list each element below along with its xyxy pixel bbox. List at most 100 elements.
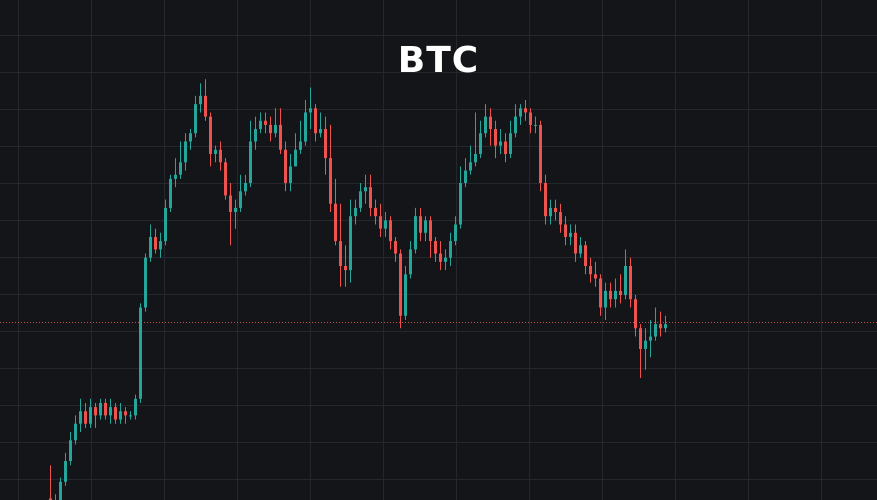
candle-body	[139, 307, 142, 399]
candle-body	[144, 257, 147, 308]
candle-body	[89, 407, 92, 424]
candle-body	[564, 224, 567, 237]
candle-body	[59, 481, 62, 500]
candle-body	[549, 207, 552, 217]
candle-body	[119, 411, 122, 420]
candle-body	[354, 207, 357, 217]
candle-body	[614, 290, 617, 300]
candle-body	[384, 220, 387, 229]
candle-body	[304, 112, 307, 142]
candle-body	[209, 116, 212, 154]
candle-body	[49, 498, 52, 500]
candle-body	[569, 232, 572, 237]
candle-body	[584, 245, 587, 266]
candle-body	[309, 108, 312, 113]
candle-body	[214, 149, 217, 154]
candle-body	[174, 174, 177, 179]
candle-body	[344, 266, 347, 271]
candle-body	[649, 336, 652, 341]
candle-body	[194, 104, 197, 134]
candle-body	[654, 324, 657, 337]
candle-body	[349, 216, 352, 271]
candle-body	[134, 398, 137, 416]
candle-body	[659, 324, 662, 329]
candle-body	[364, 187, 367, 192]
candle-body	[539, 124, 542, 183]
candle-body	[629, 266, 632, 300]
candle-body	[239, 191, 242, 208]
candle-body	[94, 407, 97, 416]
candle-body	[479, 133, 482, 154]
candle-body	[244, 183, 247, 192]
candle-body	[329, 158, 332, 204]
candle-body	[459, 183, 462, 225]
candle-body	[639, 328, 642, 349]
candle-body	[644, 340, 647, 349]
candle-body	[269, 124, 272, 134]
candle-body	[529, 112, 532, 125]
candle-body	[609, 290, 612, 300]
candle-body	[419, 216, 422, 233]
candle-body	[154, 236, 157, 250]
candle-body	[404, 274, 407, 316]
candle-body	[274, 124, 277, 134]
candle-body	[149, 236, 152, 258]
candle-body	[74, 423, 77, 441]
candle-body	[99, 402, 102, 416]
candle-body	[69, 440, 72, 462]
candle-body	[334, 203, 337, 242]
candle-body	[184, 141, 187, 163]
candle-body	[114, 407, 117, 420]
candle-body	[289, 166, 292, 183]
candle-body	[169, 178, 172, 208]
candle-body	[624, 266, 627, 296]
candle-body	[199, 95, 202, 105]
candle-body	[359, 191, 362, 208]
candle-body	[434, 241, 437, 254]
candle-body	[514, 116, 517, 134]
candle-body	[619, 290, 622, 296]
candle-body	[369, 187, 372, 208]
candle-body	[379, 216, 382, 229]
candle-body	[664, 324, 667, 329]
candle-body	[519, 108, 522, 117]
candle-body	[314, 108, 317, 134]
candle-body	[589, 266, 592, 275]
candle-body	[599, 278, 602, 308]
candle-body	[399, 253, 402, 316]
candle-body	[259, 120, 262, 130]
candle-body	[339, 241, 342, 266]
candle-body	[499, 141, 502, 146]
candle-body	[424, 220, 427, 233]
candle-body	[409, 249, 412, 275]
candle-body	[284, 149, 287, 183]
candle-body	[634, 299, 637, 329]
candle-body	[454, 224, 457, 242]
candle-body	[324, 129, 327, 159]
candle-body	[544, 183, 547, 217]
candle-body	[439, 253, 442, 262]
candle-body	[394, 241, 397, 254]
candle-body	[234, 207, 237, 213]
candle-body	[504, 141, 507, 154]
candle-body	[219, 149, 222, 163]
candle-body	[104, 402, 107, 416]
candle-body	[524, 108, 527, 113]
candle-body	[509, 133, 512, 154]
candle-body	[249, 141, 252, 183]
candle-body	[229, 195, 232, 213]
candle-body	[579, 245, 582, 254]
candle-body	[124, 411, 127, 416]
candle-body	[189, 133, 192, 142]
candle-body	[374, 207, 377, 217]
candle-body	[484, 116, 487, 134]
candle-body	[129, 415, 132, 417]
candle-body	[224, 162, 227, 196]
candle-body	[604, 290, 607, 308]
candle-body	[294, 149, 297, 167]
candle-body	[319, 129, 322, 134]
candle-body	[559, 212, 562, 225]
candle-body	[389, 220, 392, 242]
